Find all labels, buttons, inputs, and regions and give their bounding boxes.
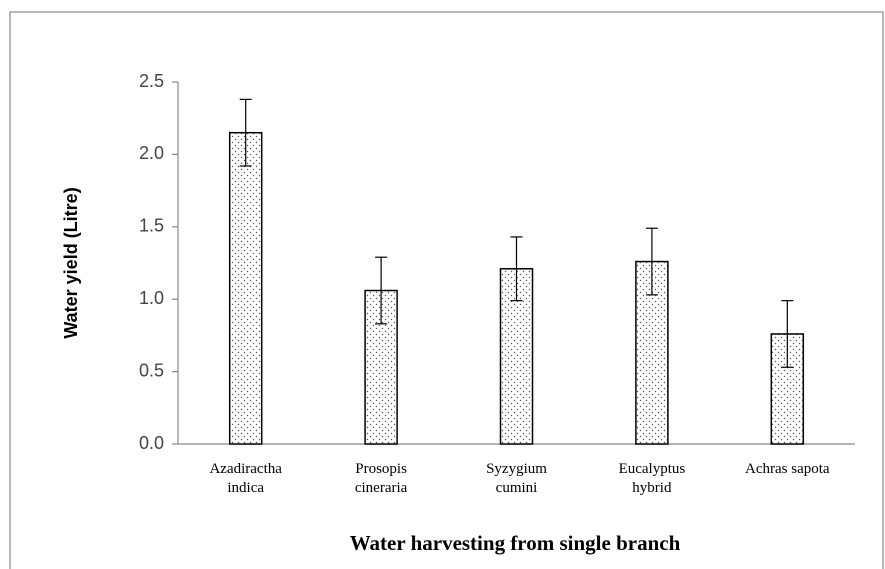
y-tick-label: 2.0: [139, 143, 164, 163]
y-axis-title: Water yield (Litre): [61, 187, 81, 338]
y-tick-label: 2.5: [139, 71, 164, 91]
x-tick-label: Eucalyptus hybrid: [618, 461, 686, 496]
chart-frame: [9, 11, 884, 569]
y-tick-label: 0.5: [139, 360, 164, 380]
bar: [228, 131, 263, 445]
x-axis-title: Water harvesting from single branch: [350, 531, 681, 555]
x-tick-label: Achras sapota: [745, 461, 830, 477]
y-tick-label: 1.0: [139, 288, 164, 308]
x-tick-label: Azadiractha indica: [209, 461, 282, 496]
x-tick-label: Syzygium cumini: [486, 461, 547, 496]
y-tick-label: 1.5: [139, 216, 164, 236]
x-tick-label: Prosopis cineraria: [354, 461, 408, 496]
y-tick-label: 0.0: [139, 433, 164, 453]
